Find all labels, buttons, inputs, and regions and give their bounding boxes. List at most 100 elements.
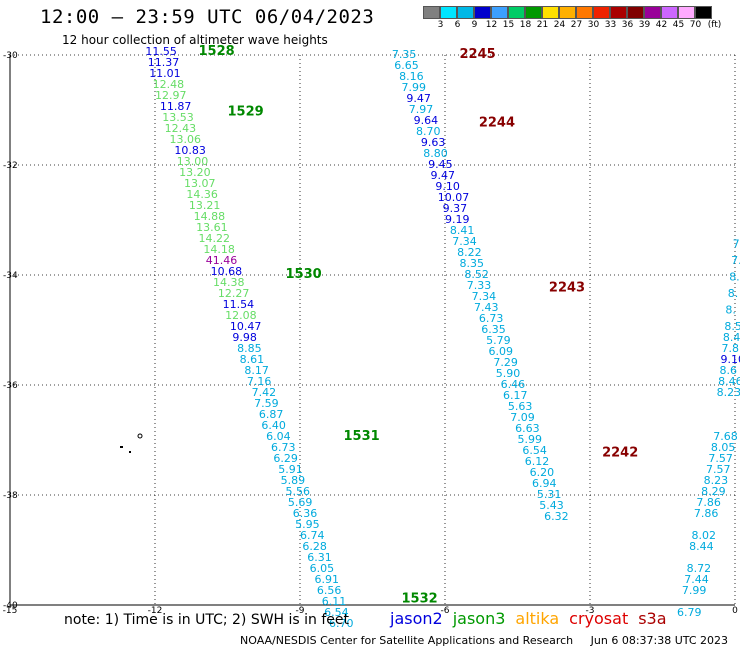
swh-value-label: 14.36	[186, 188, 218, 201]
pass-time-label: 1530	[286, 267, 322, 282]
swh-value-label: 6.32	[544, 510, 569, 523]
swh-value-label: 5.31	[537, 488, 562, 501]
swh-value-label: 7.68	[713, 430, 738, 443]
color-swatch	[644, 6, 661, 19]
swh-value-label: 6.91	[315, 573, 340, 586]
footer-credit: NOAA/NESDIS Center for Satellite Applica…	[240, 634, 574, 647]
footnote: note: 1) Time is in UTC; 2) SWH is in fe…	[64, 612, 350, 628]
swh-value-label: 10.07	[438, 191, 470, 204]
swh-value-label: 8.72	[687, 562, 712, 575]
swh-value-label: 8.52	[464, 268, 489, 281]
swh-value-label: 6.54	[522, 444, 547, 457]
swh-value-label: 8.46	[718, 375, 740, 388]
swh-value-label: 8.85	[237, 342, 262, 355]
swh-value-label: 11.55	[145, 45, 177, 58]
pass-time-label: 2245	[460, 47, 496, 62]
island-mark	[129, 451, 131, 453]
color-scale-label: 9	[471, 20, 478, 30]
swh-value-label: 9.10	[435, 180, 460, 193]
swh-value-label: 7.	[733, 238, 740, 251]
legend-item-jason2: jason2	[390, 609, 443, 628]
swh-value-label: 9.47	[431, 169, 456, 182]
swh-value-label: 10.68	[211, 265, 243, 278]
swh-value-label: 9.98	[232, 331, 256, 344]
swh-value-label: 9.45	[428, 158, 453, 171]
swh-value-label: 6.46	[501, 378, 526, 391]
swh-value-label: 5.91	[278, 463, 303, 476]
color-scale-label: 21	[536, 20, 549, 30]
swh-value-label: 7.42	[252, 386, 277, 399]
swh-value-label: 13.00	[177, 155, 209, 168]
color-scale-label: 42	[655, 20, 668, 30]
swh-value-label: 13.06	[170, 133, 202, 146]
swh-value-label: 5.89	[281, 474, 306, 487]
swh-value-label: 8.17	[244, 364, 269, 377]
color-scale-label: 18	[519, 20, 532, 30]
x-tick-label: -9	[296, 606, 305, 616]
swh-value-label: 8.	[728, 287, 739, 300]
swh-value-label: 7.44	[684, 573, 709, 586]
swh-value-label: 5.43	[539, 499, 564, 512]
swh-value-label: 8.41	[450, 224, 475, 237]
swh-value-label: 6.09	[489, 345, 514, 358]
swh-value-label: 9.19	[445, 213, 470, 226]
swh-value-label: 7.34	[472, 290, 497, 303]
swh-value-label: 7.35	[392, 48, 417, 61]
swh-value-label: 8.22	[457, 246, 482, 259]
color-scale-swatches	[423, 6, 723, 19]
swh-value-label: 13.20	[179, 166, 211, 179]
swh-value-label: 8.29	[701, 485, 726, 498]
color-swatch	[593, 6, 610, 19]
y-tick-label: -40	[3, 601, 18, 611]
swh-value-label: 7.99	[402, 81, 427, 94]
swh-value-label: 6.54	[324, 606, 349, 619]
swh-value-label: 8.44	[689, 540, 714, 553]
swh-value-label: 9.37	[443, 202, 468, 215]
swh-value-label: 9.63	[421, 136, 446, 149]
swh-value-label: 5.69	[288, 496, 313, 509]
swh-value-label: 6.04	[266, 430, 291, 443]
color-scale-labels: 3 6 9 12 15 18 21 24 27 30 33 36 39 42 45 70 (ft)	[423, 20, 723, 30]
color-scale-label: 70	[689, 20, 702, 30]
swh-value-label: 14.88	[194, 210, 226, 223]
color-swatch	[440, 6, 457, 19]
legend-item-s3a: s3a	[638, 609, 667, 628]
footer: NOAA/NESDIS Center for Satellite Applica…	[240, 634, 728, 647]
swh-value-label: 12.97	[155, 89, 187, 102]
swh-value-label: 5.63	[508, 400, 533, 413]
swh-value-label: 8.23	[704, 474, 729, 487]
color-swatch	[610, 6, 627, 19]
swh-value-label: 13.21	[189, 199, 221, 212]
x-tick-label: -15	[3, 606, 18, 616]
y-tick-label: -34	[3, 271, 18, 281]
swh-value-label: 7.43	[474, 301, 499, 314]
swh-value-label: 7.86	[694, 507, 719, 520]
swh-value-label: 6.40	[261, 419, 286, 432]
color-swatch	[491, 6, 508, 19]
swh-value-label: 7.	[731, 254, 740, 267]
swh-value-label: 7.59	[254, 397, 278, 410]
swh-value-label: 6.31	[307, 551, 332, 564]
swh-value-label: 11.87	[160, 100, 192, 113]
color-swatch	[627, 6, 644, 19]
x-tick-label: -6	[441, 606, 450, 616]
swh-value-label: 8.80	[423, 147, 448, 160]
color-swatch	[661, 6, 678, 19]
swh-value-label: 8.23	[717, 386, 740, 399]
swh-value-label: 9.10	[721, 353, 740, 366]
color-swatch	[525, 6, 542, 19]
swh-value-label: 10.83	[174, 144, 206, 157]
swh-value-label: 8.61	[240, 353, 264, 366]
swh-value-label: 7.86	[696, 496, 721, 509]
swh-value-label: 6.29	[273, 452, 298, 465]
legend-item-altika: altika	[515, 609, 560, 628]
swh-value-label: 7.34	[452, 235, 477, 248]
swh-value-label: 9.47	[406, 92, 431, 105]
satellite-legend: jason2 jason3 altika cryosat s3a	[390, 609, 677, 628]
swh-value-label: 6.28	[302, 540, 327, 553]
swh-value-label: 6.65	[394, 59, 419, 72]
swh-value-label: 6.79	[677, 606, 702, 619]
swh-value-label: 6.11	[322, 595, 347, 608]
color-swatch	[508, 6, 525, 19]
swh-value-label: 8.02	[692, 529, 717, 542]
